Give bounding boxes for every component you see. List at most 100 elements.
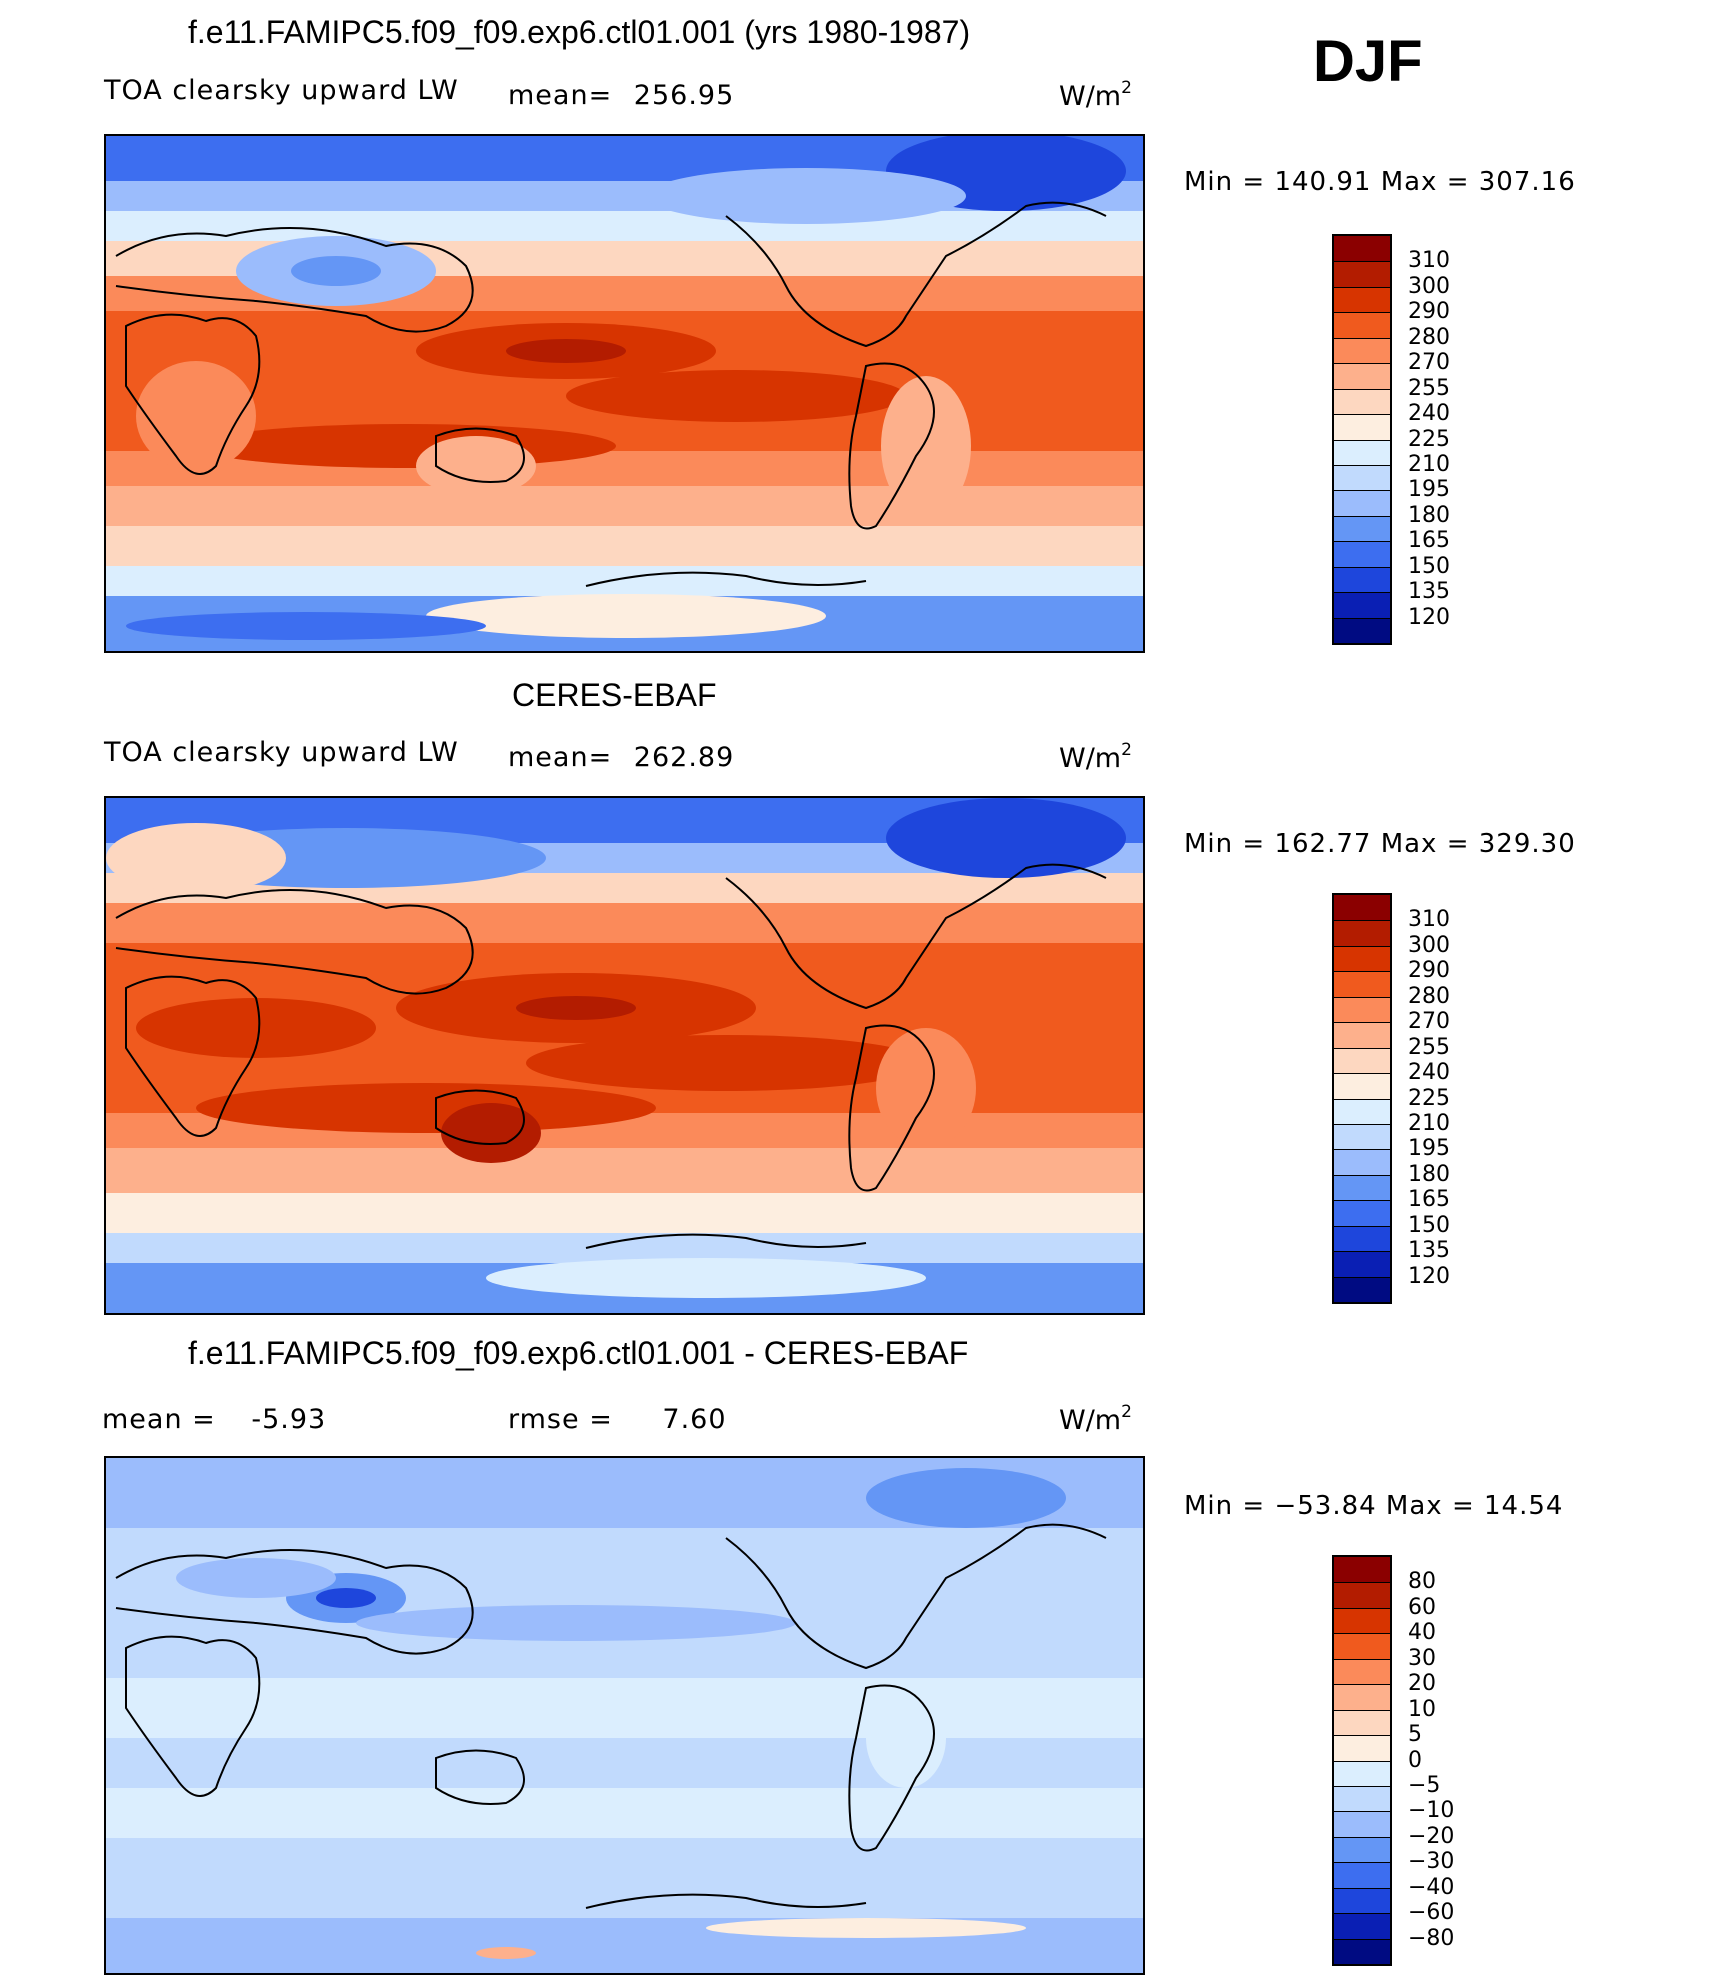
season-label: DJF: [1313, 29, 1423, 94]
colorbar-tick-label: 20: [1408, 1671, 1436, 1697]
colorbar-tick-label: 240: [1408, 1060, 1450, 1086]
colorbar-tick-label: 210: [1408, 1110, 1450, 1136]
panel2-mean-value: 262.89: [633, 742, 735, 773]
colorbar-swatch: [1334, 1251, 1390, 1277]
panel3-map: [104, 1456, 1145, 1975]
colorbar-swatch: [1334, 1836, 1390, 1863]
colorbar-swatch: [1334, 920, 1390, 946]
colorbar-swatch: [1334, 236, 1390, 262]
colorbar-swatch: [1334, 1760, 1390, 1786]
colorbar-swatch: [1334, 1123, 1390, 1150]
panel3-mean-label: mean = -5.93: [102, 1404, 326, 1436]
colorbar-swatch: [1334, 1200, 1390, 1226]
colorbar-tick-label: −40: [1408, 1874, 1455, 1900]
colorbar-swatch: [1334, 1047, 1390, 1074]
colorbar-swatch: [1334, 1785, 1390, 1812]
colorbar-swatch: [1334, 617, 1390, 643]
panel1-mean-key: mean=: [508, 80, 613, 111]
colorbar-swatch: [1334, 1557, 1390, 1583]
colorbar-tick-label: 280: [1408, 324, 1450, 350]
colorbar-swatch: [1334, 945, 1390, 972]
colorbar-tick-label: −5: [1408, 1772, 1441, 1798]
colorbar-tick-label: 225: [1408, 426, 1450, 452]
panel2-minmax: Min = 162.77 Max = 329.30: [1184, 829, 1576, 859]
colorbar-swatch: [1334, 1098, 1390, 1124]
panel2-variable-label: TOA clearsky upward LW: [104, 737, 459, 768]
units-power: 2: [1121, 1402, 1132, 1422]
colorbar-swatch: [1334, 996, 1390, 1023]
colorbar-tick-label: −20: [1408, 1823, 1455, 1849]
panel1-title: f.e11.FAMIPC5.f09_f09.exp6.ctl01.001 (yr…: [188, 14, 971, 50]
colorbar-tick-label: 240: [1408, 401, 1450, 427]
colorbar-tick-label: 270: [1408, 1009, 1450, 1035]
colorbar-swatch: [1334, 1276, 1390, 1302]
panel3-units: W/m2: [1059, 1396, 1132, 1437]
colorbar-swatch: [1334, 566, 1390, 593]
colorbar-tick-label: 135: [1408, 1238, 1450, 1264]
colorbar-tick-label: 280: [1408, 983, 1450, 1009]
colorbar-swatch: [1334, 1811, 1390, 1837]
units-text: W/m: [1059, 81, 1122, 112]
colorbar-swatch: [1334, 312, 1390, 338]
colorbar-tick-label: 10: [1408, 1696, 1436, 1722]
panel3-mean-value: -5.93: [251, 1404, 327, 1435]
panel1-map: [104, 134, 1145, 653]
colorbar-swatch: [1334, 337, 1390, 364]
colorbar-tick-label: 300: [1408, 273, 1450, 299]
colorbar-swatch: [1334, 971, 1390, 997]
colorbar-swatch: [1334, 1174, 1390, 1201]
colorbar-tick-label: 80: [1408, 1569, 1436, 1595]
colorbar-swatch: [1334, 363, 1390, 389]
panel3-mean-key: mean =: [102, 1404, 216, 1435]
colorbar-swatch: [1334, 1633, 1390, 1659]
colorbar-tick-label: 40: [1408, 1620, 1436, 1646]
panel1-colorbar: [1332, 234, 1392, 645]
colorbar-tick-label: 300: [1408, 932, 1450, 958]
colorbar-swatch: [1334, 1149, 1390, 1175]
colorbar-swatch: [1334, 895, 1390, 921]
colorbar-swatch: [1334, 439, 1390, 465]
colorbar-tick-label: 150: [1408, 1212, 1450, 1238]
colorbar-tick-label: 290: [1408, 958, 1450, 984]
colorbar-tick-label: 225: [1408, 1085, 1450, 1111]
panel1-map-svg: [106, 136, 1143, 651]
colorbar-swatch: [1334, 1913, 1390, 1939]
panel2-map: [104, 796, 1145, 1315]
panel1-variable-label: TOA clearsky upward LW: [104, 75, 459, 106]
colorbar-swatch: [1334, 1582, 1390, 1608]
panel3-rmse-label: rmse = 7.60: [508, 1404, 727, 1436]
panel3-rmse-key: rmse =: [508, 1404, 613, 1435]
colorbar-swatch: [1334, 1938, 1390, 1964]
colorbar-tick-label: 165: [1408, 528, 1450, 554]
colorbar-tick-label: 180: [1408, 1161, 1450, 1187]
panel1-mean-value: 256.95: [633, 80, 735, 111]
colorbar-swatch: [1334, 261, 1390, 287]
units-text: W/m: [1059, 743, 1122, 774]
colorbar-tick-label: 195: [1408, 1136, 1450, 1162]
units-power: 2: [1121, 78, 1132, 98]
colorbar-tick-label: 195: [1408, 477, 1450, 503]
colorbar-tick-label: −30: [1408, 1849, 1455, 1875]
panel3-rmse-value: 7.60: [662, 1404, 727, 1435]
colorbar-swatch: [1334, 515, 1390, 542]
colorbar-tick-label: 135: [1408, 579, 1450, 605]
colorbar-tick-label: 120: [1408, 604, 1450, 630]
colorbar-tick-label: −80: [1408, 1925, 1455, 1951]
panel1-mean-label: mean= 256.95: [508, 80, 734, 112]
colorbar-swatch: [1334, 1684, 1390, 1710]
colorbar-tick-label: 255: [1408, 375, 1450, 401]
panel3-map-svg: [106, 1458, 1143, 1973]
panel2-mean-label: mean= 262.89: [508, 742, 734, 774]
colorbar-tick-label: 120: [1408, 1263, 1450, 1289]
colorbar-swatch: [1334, 1887, 1390, 1914]
colorbar-tick-label: 270: [1408, 350, 1450, 376]
panel3-minmax: Min = −53.84 Max = 14.54: [1184, 1491, 1564, 1521]
colorbar-swatch: [1334, 490, 1390, 516]
colorbar-swatch: [1334, 286, 1390, 313]
colorbar-swatch: [1334, 1073, 1390, 1099]
colorbar-swatch: [1334, 1225, 1390, 1252]
colorbar-swatch: [1334, 414, 1390, 440]
units-power: 2: [1121, 740, 1132, 760]
colorbar-swatch: [1334, 1709, 1390, 1736]
colorbar-swatch: [1334, 1735, 1390, 1761]
